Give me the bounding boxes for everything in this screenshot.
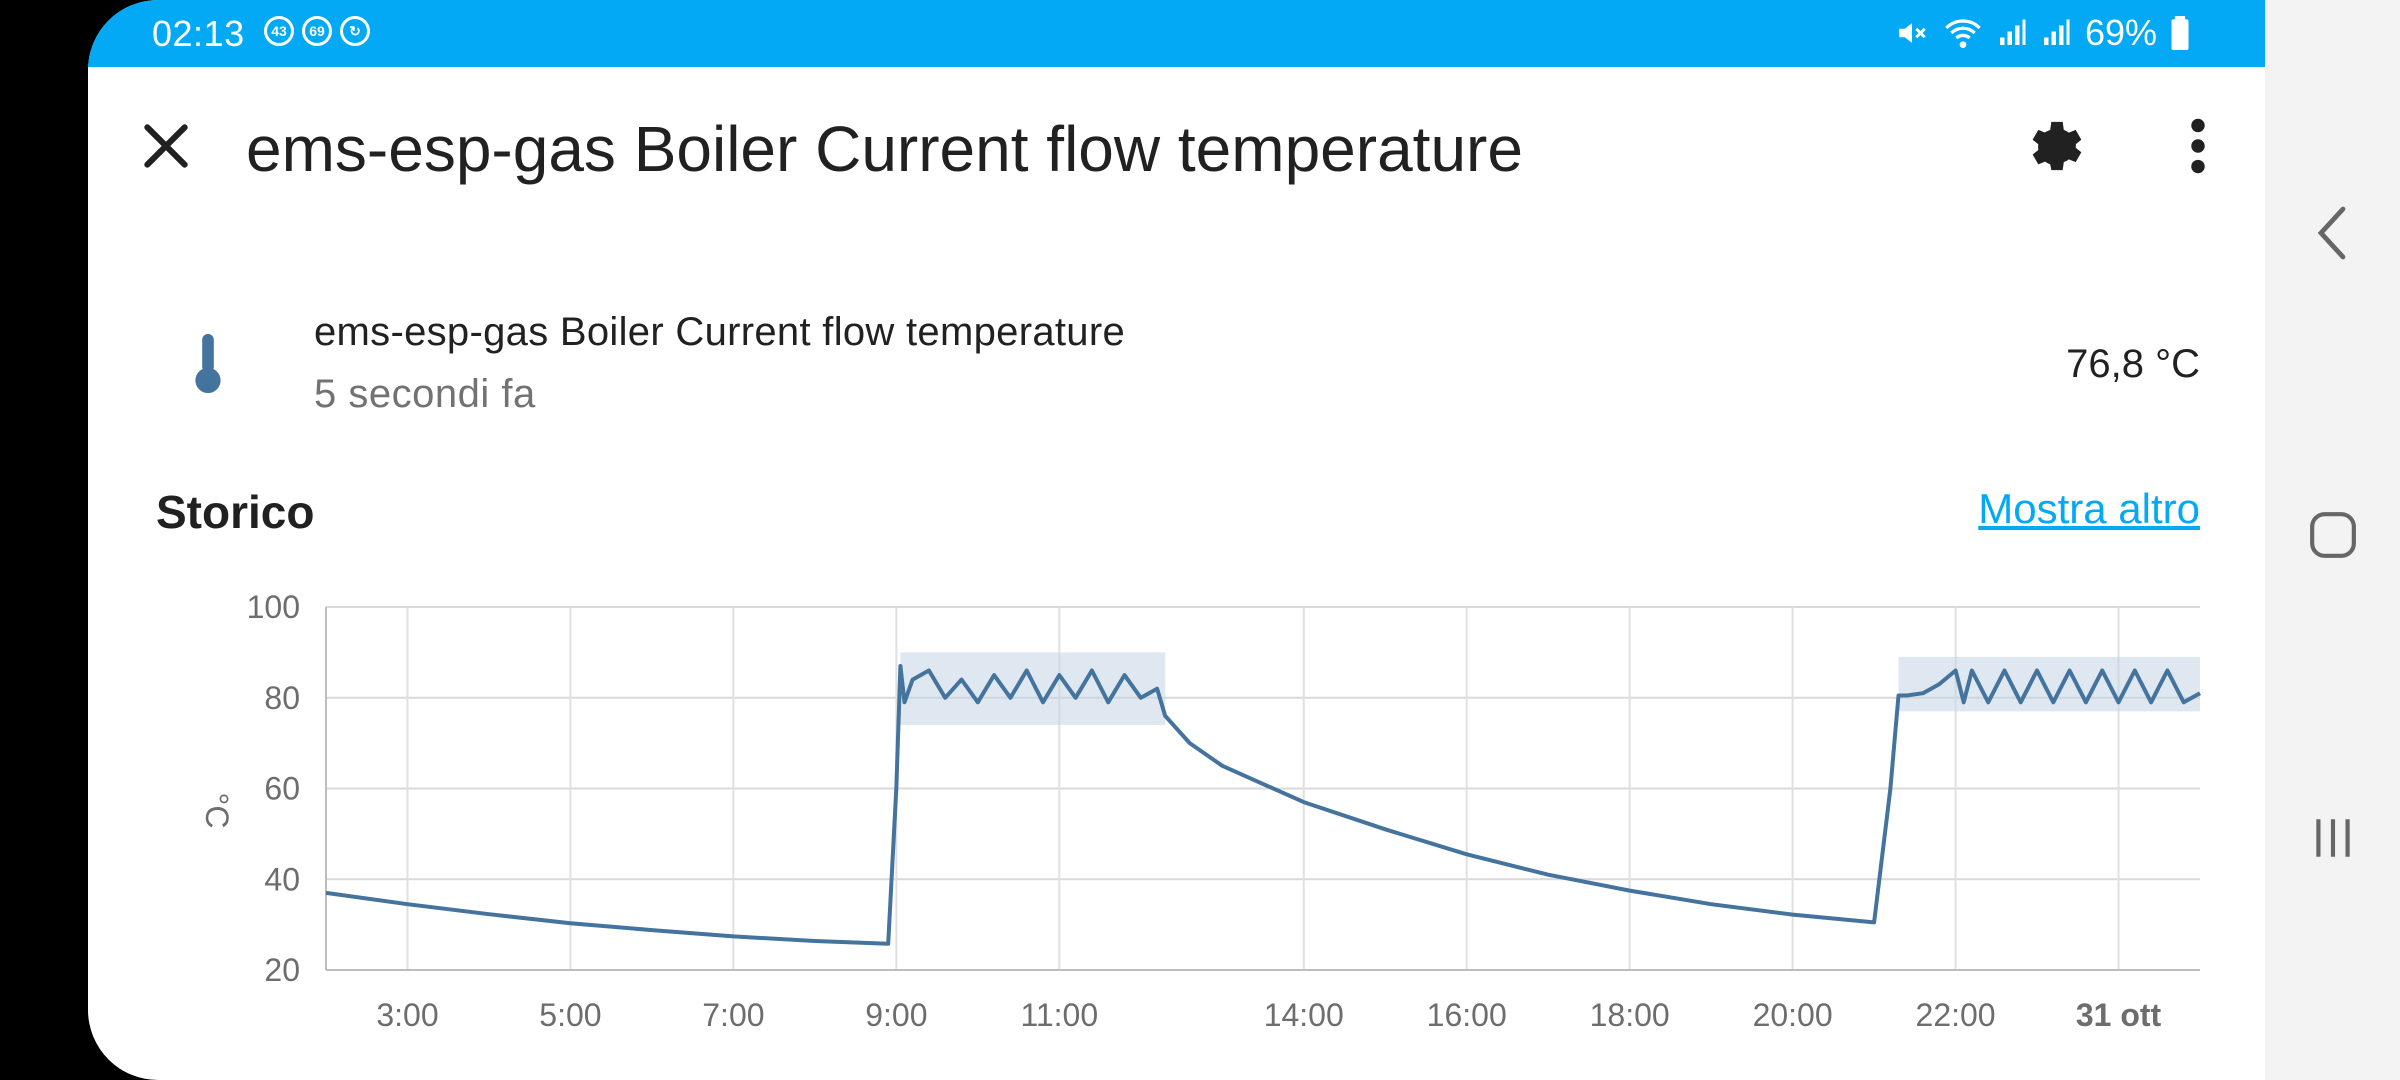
y-tick-label: 20 [264,952,300,988]
x-tick-label: 18:00 [1590,997,1670,1033]
navigation-bar [2265,0,2400,1080]
y-tick-label: 60 [264,771,300,807]
status-time: 02:13 [152,13,245,54]
phone-screen: 02:13 43 69 ↻ 69% ems-esp-gas Boiler Cur… [88,0,2265,1080]
series-line [325,664,2201,946]
x-tick-label: 20:00 [1753,997,1833,1033]
y-tick-label: 80 [264,680,300,716]
y-axis-label: °C [199,793,235,829]
notification-badge: 43 [264,16,294,46]
x-tick-label: 31 ott [2076,997,2162,1033]
history-title: Storico [156,486,315,538]
mute-icon [1899,23,1926,43]
signal-icon [1999,19,2026,45]
x-tick-label: 16:00 [1427,997,1507,1033]
back-icon [2317,206,2345,260]
gear-icon[interactable] [2023,112,2091,180]
more-vert-icon[interactable] [2183,118,2213,174]
x-tick-label: 22:00 [1916,997,1996,1033]
show-more-link[interactable]: Mostra altro [1978,485,2200,532]
x-tick-label: 9:00 [865,997,927,1033]
signal-icon [2043,19,2070,45]
y-tick-label: 100 [247,589,300,625]
notification-badge: 69 [302,16,332,46]
thermometer-icon [195,333,221,394]
x-tick-label: 14:00 [1264,997,1344,1033]
y-tick-label: 40 [264,861,300,897]
status-right: 69% [1895,12,2189,54]
x-tick-label: 11:00 [1020,997,1098,1033]
status-bar: 02:13 43 69 ↻ 69% [88,0,2265,67]
entity-last-changed: 5 secondi fa [314,372,536,416]
sync-icon: ↻ [340,16,370,46]
home-icon [2309,512,2356,558]
dialog-title: ems-esp-gas Boiler Current flow temperat… [246,113,1523,185]
recents-icon [2315,819,2350,857]
x-tick-label: 5:00 [539,997,601,1033]
x-tick-label: 3:00 [376,997,438,1033]
battery-icon [2171,16,2189,50]
x-tick-label: 7:00 [702,997,764,1033]
min-max-band [900,652,1166,725]
recents-button[interactable] [2265,768,2400,908]
entity-name: ems-esp-gas Boiler Current flow temperat… [314,310,1125,354]
close-icon[interactable] [138,118,194,174]
back-button[interactable] [2265,163,2400,303]
wifi-icon [1945,19,1981,48]
battery-level: 69% [2084,12,2157,53]
min-max-band [1898,656,2200,712]
history-chart[interactable]: 20 40 60 80 100 3:00 5:00 7:00 9:00 11:00 14:00 16:… [88,570,2265,1070]
notification-badges: 43 69 ↻ [264,16,370,46]
entity-state: 76,8 °C [2066,342,2200,386]
home-button[interactable] [2265,465,2400,605]
